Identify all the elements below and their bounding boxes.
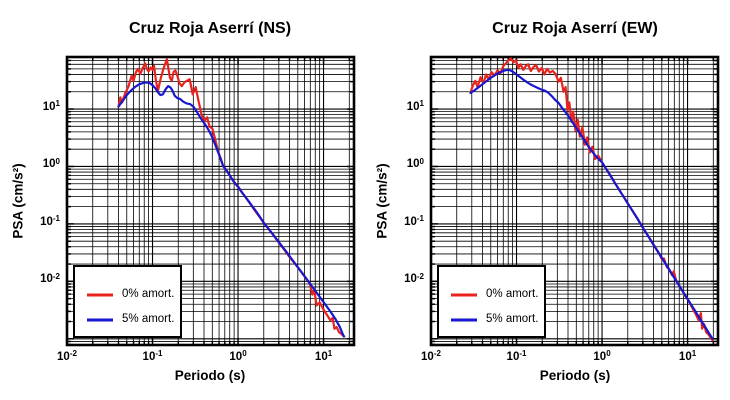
y-tick-label-ew-1e-2: 10-2 — [404, 271, 424, 286]
legend-ew-entry-0pct-label: 0% amort. — [486, 288, 539, 300]
x-tick-label-ns-1e-2: 10-2 — [57, 349, 77, 363]
frame-ew — [429, 55, 720, 347]
curve-ew-5pct — [469, 68, 714, 340]
y-tick-label-ew-1e-1: 10-1 — [404, 214, 424, 228]
legend-ew-entry-5pct-label: 5% amort. — [486, 313, 539, 325]
plot-ns — [65, 55, 356, 347]
plot-ew — [429, 55, 720, 347]
plot-ns-title: Cruz Roja Aserrí (NS) — [128, 20, 292, 37]
x-tick-label-ns-1e0: 100 — [229, 349, 247, 363]
y-tick-label-ew-1e0: 100 — [406, 156, 424, 171]
y-tick-label-ns-1e-2: 10-2 — [40, 271, 60, 286]
x-tick-label-ew-1e-1: 10-1 — [506, 349, 527, 363]
y-tick-label-ns-1e-1: 10-1 — [40, 214, 60, 228]
y-tick-label-ns-1e0: 100 — [42, 156, 60, 171]
plot-ew-title: Cruz Roja Aserrí (EW) — [492, 20, 658, 37]
legend-ew — [437, 265, 546, 338]
legend-ns-entry-5pct-label: 5% amort. — [122, 313, 175, 325]
legend-ns — [73, 265, 182, 338]
curve-ns-5pct — [117, 81, 345, 338]
plot-ns-xaxis-label: Periodo (s) — [174, 368, 246, 383]
plot-ew-xaxis-label: Periodo (s) — [539, 368, 611, 383]
y-tick-label-ns-1e1: 101 — [42, 99, 60, 114]
x-tick-label-ns-1e1: 101 — [314, 349, 333, 363]
frame-ns — [65, 55, 356, 347]
x-tick-label-ew-1e0: 100 — [593, 349, 611, 363]
x-tick-label-ew-1e-2: 10-2 — [421, 349, 441, 363]
legend-ns-entry-0pct-label: 0% amort. — [122, 288, 175, 300]
y-tick-label-ew-1e1: 101 — [406, 99, 424, 114]
x-tick-label-ew-1e1: 101 — [678, 349, 697, 363]
x-tick-label-ns-1e-1: 10-1 — [142, 349, 163, 363]
